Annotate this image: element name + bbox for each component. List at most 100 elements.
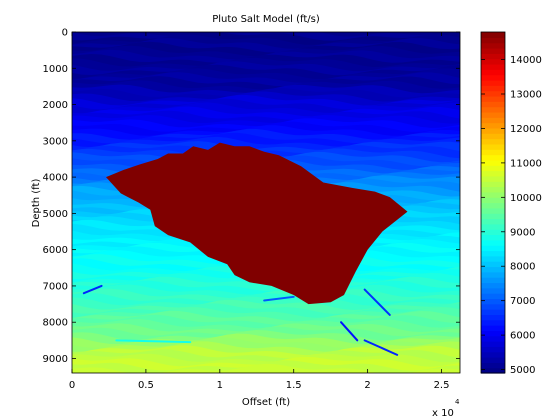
colorbar-band: [481, 330, 505, 337]
colorbar-band: [481, 223, 505, 230]
colorbar-band: [481, 255, 505, 262]
plot-frame: [71, 31, 461, 374]
colorbar-band: [481, 122, 505, 129]
colorbar: 5000 6000 7000 8000 9000 10000 11000 12000 13000…: [480, 31, 542, 376]
colorbar-band: [481, 138, 505, 145]
colorbar-tick-label: 14000: [510, 55, 542, 66]
colorbar-band: [481, 47, 505, 54]
colorbar-band: [481, 37, 505, 44]
x-axis: 0 0.5 1 1.5 2 2.5: [69, 32, 449, 391]
colorbar-band: [481, 309, 505, 315]
colorbar-band: [481, 32, 505, 38]
colorbar-band: [481, 245, 505, 252]
x-exponent-base: x 10: [432, 408, 454, 419]
velocity-streak: [115, 339, 192, 344]
y-tick-label: 5000: [43, 209, 68, 220]
colorbar-band: [481, 186, 505, 193]
colorbar-band: [481, 154, 505, 161]
velocity-streak: [82, 284, 103, 295]
colorbar-band: [481, 117, 505, 124]
colorbar-band: [481, 357, 505, 363]
colorbar-band: [481, 367, 505, 374]
colorbar-tick-label: 11000: [510, 158, 542, 169]
colorbar-band: [481, 79, 505, 86]
colorbar-band: [481, 90, 505, 97]
colorbar-band: [481, 250, 505, 257]
colorbar-band: [481, 69, 505, 76]
colorbar-band: [481, 277, 505, 284]
colorbar-band: [481, 106, 505, 113]
colorbar-frame: [480, 31, 506, 374]
colorbar-band: [481, 271, 505, 278]
colorbar-band: [481, 58, 505, 65]
colorbar-band: [481, 159, 505, 166]
colorbar-band: [481, 218, 505, 225]
colorbar-gradient: [481, 32, 505, 374]
colorbar-band: [481, 143, 505, 150]
x-tick-label: 0: [69, 380, 75, 391]
x-exponent-power: 4: [455, 398, 460, 406]
colorbar-band: [481, 319, 505, 326]
colorbar-band: [481, 170, 505, 177]
y-tick-label: 6000: [43, 245, 68, 256]
colorbar-band: [481, 202, 505, 209]
colorbar-band: [481, 165, 505, 172]
y-axis: 0 1000 2000 3000 4000 5000 6000 7000 8000 9000: [43, 28, 460, 365]
colorbar-band: [481, 298, 505, 305]
y-tick-label: 4000: [43, 173, 68, 184]
colorbar-band: [481, 207, 505, 214]
y-tick-label: 9000: [43, 354, 68, 365]
colorbar-ticks: 5000 6000 7000 8000 9000 10000 11000 12000 13000…: [481, 55, 542, 376]
velocity-streak: [363, 339, 399, 356]
velocity-streak: [263, 295, 295, 302]
colorbar-band: [481, 63, 505, 70]
colorbar-band: [481, 229, 505, 236]
colorbar-band: [481, 85, 505, 92]
x-tick-label: 0.5: [138, 380, 154, 391]
colorbar-band: [481, 266, 505, 273]
velocity-streak: [340, 321, 359, 342]
colorbar-band: [481, 111, 505, 118]
y-tick-label: 2000: [43, 100, 68, 111]
colorbar-band: [481, 53, 505, 60]
colorbar-band: [481, 362, 505, 369]
colorbar-band: [481, 234, 505, 241]
colorbar-tick-label: 10000: [510, 193, 542, 204]
y-tick-label: 3000: [43, 136, 68, 147]
chart-title: Pluto Salt Model (ft/s): [212, 14, 320, 25]
y-tick-label: 8000: [43, 318, 68, 329]
colorbar-tick-label: 13000: [510, 90, 542, 101]
colorbar-band: [481, 175, 505, 182]
colorbar-band: [481, 239, 505, 246]
colorbar-band: [481, 293, 505, 300]
colorbar-band: [481, 181, 505, 188]
velocity-band: [72, 363, 460, 373]
colorbar-band: [481, 341, 505, 347]
colorbar-band: [481, 351, 505, 358]
colorbar-band: [481, 335, 505, 342]
x-tick-label: 1: [217, 380, 223, 391]
colorbar-band: [481, 42, 505, 49]
colorbar-band: [481, 325, 505, 331]
colorbar-band: [481, 191, 505, 198]
colorbar-tick-label: 8000: [510, 262, 535, 273]
colorbar-band: [481, 213, 505, 220]
y-tick-label: 7000: [43, 281, 68, 292]
colorbar-tick-label: 7000: [510, 296, 535, 307]
colorbar-band: [481, 101, 505, 108]
colorbar-band: [481, 95, 505, 102]
colorbar-band: [481, 303, 505, 310]
colorbar-band: [481, 197, 505, 204]
colorbar-tick-label: 6000: [510, 331, 535, 342]
salt-body: [106, 142, 408, 305]
colorbar-band: [481, 149, 505, 156]
y-tick-label: 0: [62, 28, 68, 39]
colorbar-tick-label: 12000: [510, 124, 542, 135]
colorbar-tick-label: 9000: [510, 227, 535, 238]
colorbar-band: [481, 314, 505, 321]
velocity-streak: [363, 288, 391, 316]
x-tick-label: 2: [364, 380, 370, 391]
colorbar-band: [481, 287, 505, 294]
colorbar-band: [481, 261, 505, 268]
colorbar-tick-label: 5000: [510, 365, 535, 376]
